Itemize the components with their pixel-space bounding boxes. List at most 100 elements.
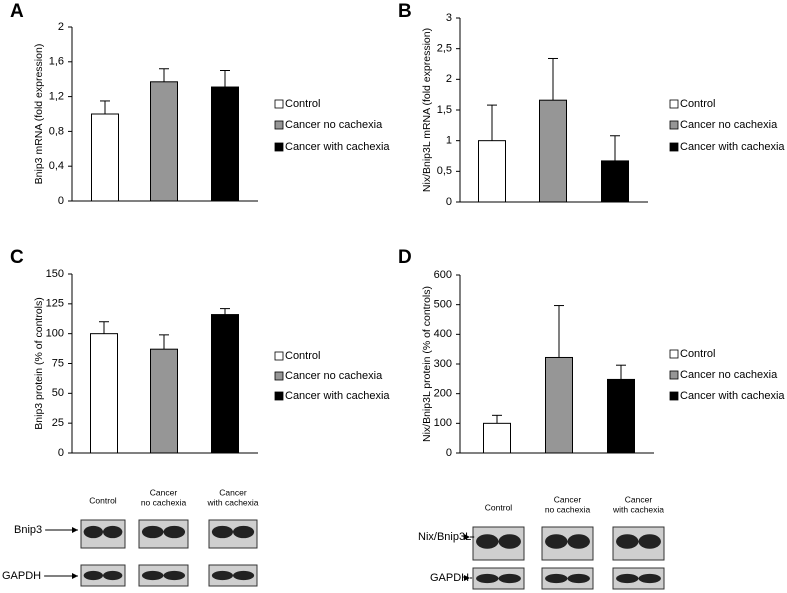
legend-swatch <box>274 391 284 401</box>
legend-label: Cancer no cachexia <box>680 369 778 381</box>
legend-label: Control <box>680 98 715 110</box>
error-bar <box>220 308 230 315</box>
error-bar <box>99 321 109 334</box>
row-label: Nix/Bnip3L <box>418 531 471 543</box>
blot-band <box>567 534 590 549</box>
row-arrowhead <box>464 534 470 540</box>
row-arrowhead <box>464 575 470 581</box>
panel-letter: C <box>10 247 24 268</box>
row-label: GAPDH <box>2 570 41 582</box>
y-tick-label: 0 <box>58 195 64 207</box>
legend-label: Control <box>680 348 715 360</box>
y-tick-label: 400 <box>434 328 452 340</box>
y-tick-label: 0,4 <box>49 160 64 172</box>
row-label: GAPDH <box>430 572 469 584</box>
blot-band <box>498 573 521 584</box>
blot-band <box>476 573 499 584</box>
legend-label: Cancer no cachexia <box>285 119 383 131</box>
error-bar <box>159 68 169 82</box>
y-tick-label: 0 <box>446 196 452 208</box>
bar <box>545 356 573 454</box>
y-axis-label: Bnip3 mRNA (fold expression) <box>33 44 45 185</box>
lane-heading: Cancer <box>150 487 178 497</box>
y-tick-label: 75 <box>52 357 64 369</box>
row-arrowhead <box>72 527 78 533</box>
y-tick-label: 500 <box>434 299 452 311</box>
blot-band <box>616 573 639 584</box>
legend-label: Cancer with cachexia <box>285 141 390 153</box>
legend-swatch <box>274 351 284 361</box>
legend-label: Control <box>285 350 320 362</box>
blot-band <box>498 534 521 549</box>
error-bar <box>548 57 558 101</box>
blot-band <box>141 525 164 539</box>
y-tick-label: 0 <box>58 447 64 459</box>
lane-heading: with cachexia <box>206 497 258 507</box>
y-axis-label: Nix/Bnip3L mRNA (fold expression) <box>421 28 433 192</box>
blot-band <box>211 525 233 539</box>
blot-band <box>476 534 499 549</box>
bar <box>211 86 239 202</box>
panel-letter: D <box>398 247 412 268</box>
legend-swatch <box>274 371 284 381</box>
legend-label: Cancer with cachexia <box>285 390 390 402</box>
legend-label: Cancer no cachexia <box>285 370 383 382</box>
legend-swatch <box>669 120 679 130</box>
y-tick-label: 25 <box>52 417 64 429</box>
blot-band <box>141 570 164 581</box>
error-bar <box>100 100 110 114</box>
legend-swatch <box>669 99 679 109</box>
y-tick-label: 100 <box>46 328 64 340</box>
error-bar <box>159 334 169 350</box>
row-arrowhead <box>72 573 78 579</box>
y-tick-label: 2 <box>446 73 452 85</box>
error-bar <box>610 135 620 161</box>
lane-heading: with cachexia <box>612 504 664 514</box>
bar <box>607 378 635 454</box>
y-tick-label: 1,2 <box>49 91 64 103</box>
legend-swatch <box>274 120 284 130</box>
legend-swatch <box>669 142 679 152</box>
y-tick-label: 0 <box>446 447 452 459</box>
blot-band <box>163 525 186 539</box>
blot-band <box>163 570 186 581</box>
legend-label: Cancer no cachexia <box>680 119 778 131</box>
y-tick-label: 1,5 <box>437 104 452 116</box>
y-tick-label: 600 <box>434 269 452 281</box>
y-tick-label: 200 <box>434 388 452 400</box>
error-bar <box>492 414 502 424</box>
legend-swatch <box>274 142 284 152</box>
y-tick-label: 2 <box>58 21 64 33</box>
bar <box>601 160 629 203</box>
lane-heading: no cachexia <box>545 504 591 514</box>
bar <box>483 422 511 454</box>
panel-letter: A <box>10 1 24 22</box>
error-bar <box>487 104 497 141</box>
blot-band <box>638 534 661 549</box>
y-tick-label: 150 <box>46 268 64 280</box>
error-bar <box>220 70 230 88</box>
legend-label: Control <box>285 98 320 110</box>
y-tick-label: 50 <box>52 387 64 399</box>
y-tick-label: 3 <box>446 12 452 24</box>
error-bar <box>616 364 626 380</box>
lane-heading: Control <box>89 495 117 505</box>
blot-band <box>638 573 661 584</box>
legend-label: Cancer with cachexia <box>680 141 785 153</box>
bar <box>478 140 506 203</box>
row-label: Bnip3 <box>14 524 42 536</box>
bar <box>150 81 178 202</box>
blot-band <box>567 573 590 584</box>
y-tick-label: 0,5 <box>437 165 452 177</box>
y-tick-label: 1 <box>446 135 452 147</box>
y-tick-label: 1,6 <box>49 56 64 68</box>
legend-label: Cancer with cachexia <box>680 390 785 402</box>
blot-band <box>211 570 233 581</box>
blot-band <box>103 570 123 581</box>
blot-band <box>545 534 568 549</box>
y-tick-label: 100 <box>434 417 452 429</box>
y-tick-label: 0,8 <box>49 125 64 137</box>
blot-band <box>83 570 103 581</box>
blot-band <box>233 570 255 581</box>
